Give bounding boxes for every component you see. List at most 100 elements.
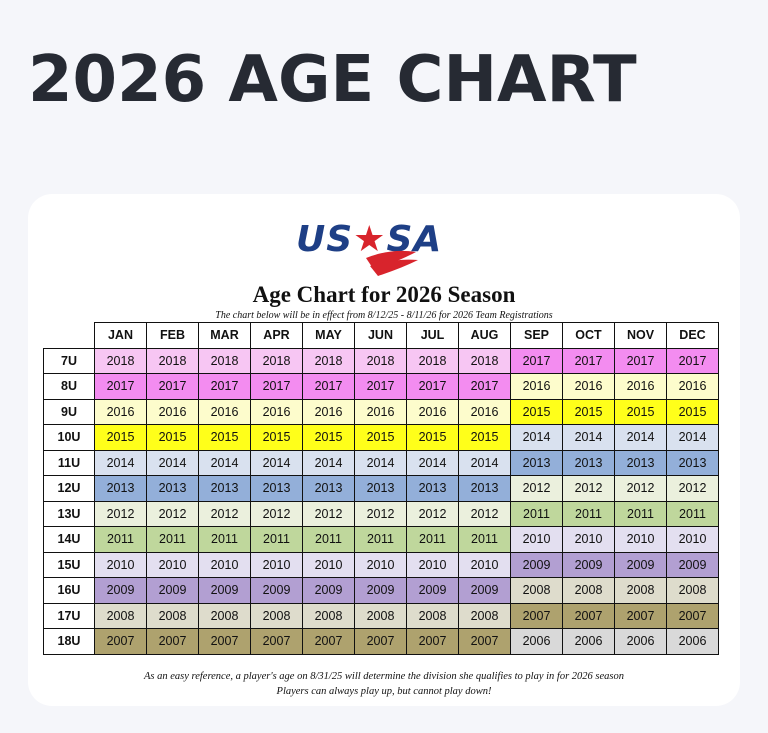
birth-year-cell: 2014	[666, 424, 719, 451]
birth-year-cell: 2017	[666, 347, 719, 374]
birth-year-cell: 2014	[510, 424, 563, 451]
birth-year-cell: 2014	[302, 449, 355, 476]
birth-year-cell: 2010	[406, 551, 459, 578]
birth-year-cell: 2015	[146, 424, 199, 451]
month-header-jun: JUN	[354, 322, 407, 349]
birth-year-cell: 2018	[458, 347, 511, 374]
flag-swoosh-icon	[366, 250, 418, 276]
division-label: 12U	[43, 475, 95, 502]
month-header-mar: MAR	[198, 322, 251, 349]
table-row: 14U 2011 2011 2011 2011 2011 2011 2011 2011 2010 2…	[43, 526, 719, 553]
birth-year-cell: 2013	[146, 475, 199, 502]
birth-year-cell: 2014	[94, 449, 147, 476]
birth-year-cell: 2013	[198, 475, 251, 502]
birth-year-cell: 2018	[198, 347, 251, 374]
birth-year-cell: 2014	[354, 449, 407, 476]
birth-year-cell: 2018	[146, 347, 199, 374]
birth-year-cell: 2013	[614, 449, 667, 476]
birth-year-cell: 2008	[94, 602, 147, 629]
birth-year-cell: 2009	[458, 577, 511, 604]
birth-year-cell: 2015	[562, 398, 615, 425]
birth-year-cell: 2016	[458, 398, 511, 425]
birth-year-cell: 2012	[198, 500, 251, 527]
birth-year-cell: 2016	[614, 373, 667, 400]
birth-year-cell: 2008	[666, 577, 719, 604]
birth-year-cell: 2012	[458, 500, 511, 527]
birth-year-cell: 2015	[666, 398, 719, 425]
age-table: JAN FEB MAR APR MAY JUN JUL AUG SEP OCT NOV DEC 7U 2…	[43, 322, 719, 655]
birth-year-cell: 2009	[94, 577, 147, 604]
birth-year-cell: 2013	[354, 475, 407, 502]
birth-year-cell: 2012	[406, 500, 459, 527]
birth-year-cell: 2017	[458, 373, 511, 400]
birth-year-cell: 2018	[94, 347, 147, 374]
birth-year-cell: 2016	[354, 398, 407, 425]
birth-year-cell: 2016	[406, 398, 459, 425]
birth-year-cell: 2013	[666, 449, 719, 476]
birth-year-cell: 2009	[354, 577, 407, 604]
birth-year-cell: 2008	[198, 602, 251, 629]
birth-year-cell: 2008	[302, 602, 355, 629]
division-label: 7U	[43, 347, 95, 374]
birth-year-cell: 2007	[458, 628, 511, 655]
birth-year-cell: 2006	[562, 628, 615, 655]
birth-year-cell: 2010	[302, 551, 355, 578]
birth-year-cell: 2007	[146, 628, 199, 655]
birth-year-cell: 2007	[302, 628, 355, 655]
birth-year-cell: 2016	[666, 373, 719, 400]
birth-year-cell: 2015	[354, 424, 407, 451]
month-header-dec: DEC	[666, 322, 719, 349]
birth-year-cell: 2017	[614, 347, 667, 374]
division-label: 11U	[43, 449, 95, 476]
birth-year-cell: 2006	[614, 628, 667, 655]
birth-year-cell: 2017	[146, 373, 199, 400]
birth-year-cell: 2007	[354, 628, 407, 655]
division-label: 8U	[43, 373, 95, 400]
birth-year-cell: 2010	[250, 551, 303, 578]
birth-year-cell: 2012	[510, 475, 563, 502]
birth-year-cell: 2015	[510, 398, 563, 425]
chart-subtitle: The chart below will be in effect from 8…	[215, 310, 553, 321]
birth-year-cell: 2017	[302, 373, 355, 400]
birth-year-cell: 2015	[302, 424, 355, 451]
table-row: 16U 2009 2009 2009 2009 2009 2009 2009 2009 2008 2…	[43, 577, 719, 604]
birth-year-cell: 2012	[354, 500, 407, 527]
birth-year-cell: 2011	[510, 500, 563, 527]
birth-year-cell: 2014	[614, 424, 667, 451]
birth-year-cell: 2008	[510, 577, 563, 604]
birth-year-cell: 2011	[198, 526, 251, 553]
birth-year-cell: 2014	[198, 449, 251, 476]
birth-year-cell: 2015	[458, 424, 511, 451]
birth-year-cell: 2009	[614, 551, 667, 578]
birth-year-cell: 2008	[406, 602, 459, 629]
birth-year-cell: 2015	[198, 424, 251, 451]
birth-year-cell: 2010	[614, 526, 667, 553]
birth-year-cell: 2007	[666, 602, 719, 629]
division-label: 16U	[43, 577, 95, 604]
birth-year-cell: 2013	[94, 475, 147, 502]
month-header-jul: JUL	[406, 322, 459, 349]
table-row: 10U 2015 2015 2015 2015 2015 2015 2015 2015 2014 2…	[43, 424, 719, 451]
page-title: 2026 AGE CHART	[28, 43, 637, 117]
birth-year-cell: 2012	[666, 475, 719, 502]
birth-year-cell: 2009	[666, 551, 719, 578]
birth-year-cell: 2017	[354, 373, 407, 400]
birth-year-cell: 2017	[94, 373, 147, 400]
birth-year-cell: 2012	[146, 500, 199, 527]
table-row: 13U 2012 2012 2012 2012 2012 2012 2012 2012 2011 2…	[43, 500, 719, 527]
birth-year-cell: 2007	[198, 628, 251, 655]
birth-year-cell: 2017	[198, 373, 251, 400]
birth-year-cell: 2010	[666, 526, 719, 553]
month-header-nov: NOV	[614, 322, 667, 349]
birth-year-cell: 2011	[354, 526, 407, 553]
birth-year-cell: 2017	[562, 347, 615, 374]
birth-year-cell: 2007	[250, 628, 303, 655]
birth-year-cell: 2017	[250, 373, 303, 400]
star-icon: ★	[353, 219, 387, 260]
birth-year-cell: 2009	[406, 577, 459, 604]
birth-year-cell: 2016	[94, 398, 147, 425]
chart-title: Age Chart for 2026 Season	[252, 282, 516, 307]
birth-year-cell: 2011	[94, 526, 147, 553]
birth-year-cell: 2007	[510, 602, 563, 629]
birth-year-cell: 2010	[562, 526, 615, 553]
